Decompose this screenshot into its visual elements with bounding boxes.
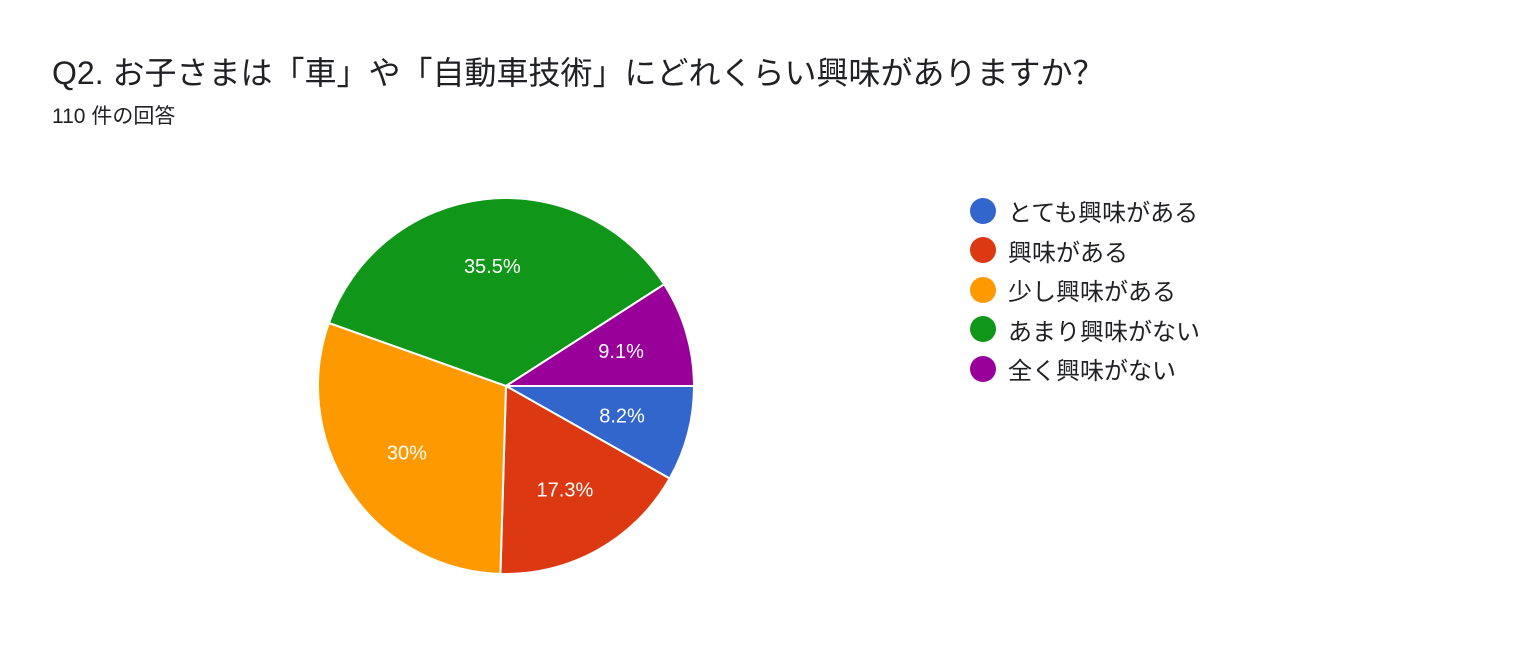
legend-label: 少し興味がある <box>1008 279 1176 307</box>
chart-title: Q2. お子さまは「車」や「自動車技術」にどれくらい興味がありますか？ <box>52 55 1105 91</box>
pie-slice[interactable] <box>505 385 695 480</box>
legend-swatch <box>970 316 996 343</box>
legend-item[interactable]: 全く興味がない <box>970 349 1200 389</box>
legend-label: とても興味がある <box>1008 200 1199 228</box>
legend-label: あまり興味がない <box>1008 318 1200 346</box>
slice-value-label: 17.3% <box>537 480 594 502</box>
slice-value-label: 9.1% <box>598 341 644 363</box>
legend-swatch <box>970 355 996 382</box>
legend-swatch <box>970 237 996 264</box>
slice-value-label: 35.5% <box>464 256 521 278</box>
pie-slice[interactable] <box>499 385 671 575</box>
legend-item[interactable]: 興味がある <box>970 231 1200 271</box>
legend-swatch <box>970 197 996 224</box>
legend-item[interactable]: とても興味がある <box>970 191 1200 231</box>
legend-label: 興味がある <box>1008 239 1128 267</box>
pie-slice[interactable] <box>505 283 695 387</box>
pie-slice[interactable] <box>327 197 666 387</box>
legend-label: 全く興味がない <box>1008 358 1176 386</box>
legend-item[interactable]: 少し興味がある <box>970 270 1200 310</box>
slice-value-label: 30% <box>387 443 427 465</box>
response-count: 110 件の回答 <box>52 105 176 128</box>
pie-slice[interactable] <box>317 321 507 575</box>
chart-legend: とても興味がある 興味がある 少し興味がある あまり興味がない 全く興味がない <box>970 191 1200 389</box>
legend-item[interactable]: あまり興味がない <box>970 310 1200 350</box>
legend-swatch <box>970 276 996 303</box>
slice-value-label: 8.2% <box>599 406 645 428</box>
